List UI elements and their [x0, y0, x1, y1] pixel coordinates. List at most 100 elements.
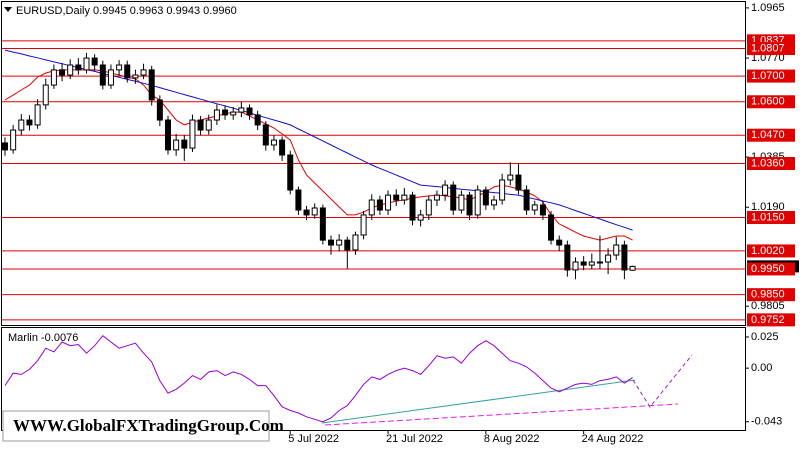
x-tick-label: 8 Aug 2022 — [484, 433, 540, 445]
candle-body — [531, 204, 538, 211]
candle-body — [230, 111, 237, 116]
level-label-box — [747, 211, 795, 225]
level-label: 1.0600 — [751, 96, 785, 108]
candle-body — [507, 174, 514, 181]
candle-body — [75, 64, 82, 71]
candle-body — [433, 194, 440, 201]
candle-body — [107, 69, 114, 86]
candle-body — [499, 179, 506, 201]
candle-body — [548, 214, 555, 241]
candle-body — [91, 57, 98, 66]
candle-body — [360, 214, 367, 236]
candle-body — [336, 239, 343, 246]
candle-body — [295, 189, 302, 211]
level-label-box — [747, 69, 795, 83]
candle-body — [124, 64, 131, 79]
candle-body — [132, 74, 139, 79]
candle-body — [238, 107, 245, 113]
candle-body — [474, 189, 481, 216]
candle-body — [222, 109, 229, 116]
candle-body — [67, 64, 74, 76]
level-label-box — [747, 95, 795, 109]
candle-body — [213, 109, 220, 121]
x-tick-label: 21 Jul 2022 — [386, 433, 443, 445]
level-label: 1.0150 — [751, 211, 785, 223]
chart-title: EURUSD,Daily 0.9945 0.9963 0.9943 0.9960 — [16, 5, 237, 17]
candle-body — [458, 194, 465, 211]
candle-body — [246, 107, 253, 116]
level-label: 0.9950 — [751, 263, 785, 275]
menu-arrow — [4, 7, 12, 12]
level-label-box — [747, 157, 795, 170]
candle-body — [254, 114, 261, 126]
candle-body — [385, 194, 392, 211]
watermark-box — [2, 410, 270, 442]
candle-body — [393, 194, 400, 201]
candle-body — [319, 207, 326, 241]
level-label-box — [747, 313, 795, 327]
candle-body — [556, 239, 563, 246]
candle-body — [279, 139, 286, 156]
level-label: 0.9752 — [751, 314, 785, 326]
y-tick-label: 1.0190 — [751, 201, 785, 213]
level-label: 1.0700 — [751, 70, 785, 82]
x-tick-label: 5 Jul 2022 — [288, 433, 339, 445]
y-tick-label: 0.025 — [751, 331, 779, 343]
projection-line — [632, 354, 693, 408]
level-label-box — [747, 42, 795, 56]
candle-body — [515, 174, 522, 191]
oscillator-panel: 0.025 0.00 -0.043 — [4, 331, 782, 428]
candle-body — [409, 194, 416, 221]
candle-body — [368, 199, 375, 216]
candle-body — [450, 184, 457, 211]
indicator-title: Marlin -0.0076 — [8, 332, 78, 344]
candle-body — [50, 69, 57, 86]
level-label: 1.0020 — [751, 245, 785, 257]
candle-body — [311, 207, 318, 216]
level-label-box — [747, 288, 795, 302]
level-label: 1.0807 — [751, 42, 785, 54]
trend-line — [321, 379, 636, 424]
y-tick-label: 0.00 — [751, 362, 772, 374]
candle-body — [491, 199, 497, 206]
candle-body — [262, 124, 269, 146]
candle-body — [482, 189, 489, 206]
candle-body — [596, 261, 603, 264]
candle-body — [287, 154, 294, 191]
candle-body — [401, 194, 408, 201]
candle-body — [181, 139, 188, 149]
candle-body — [34, 104, 41, 126]
candle-body — [205, 119, 212, 131]
candle-body — [629, 265, 636, 271]
candle-body — [580, 261, 587, 266]
price-panel: 1.09651.07701.03851.01900.98051.08371.08… — [2, 2, 799, 327]
level-label-box — [747, 244, 795, 258]
candle-body — [140, 69, 147, 76]
watermark: WWW.GlobalFXTradingGroup.Com — [13, 416, 284, 435]
candle-body — [572, 261, 579, 271]
candle-body — [344, 239, 351, 251]
y-tick-label: 1.0965 — [751, 2, 785, 14]
candle-body — [270, 139, 277, 146]
candle-body — [466, 194, 473, 216]
candle-body — [605, 254, 612, 263]
candle-body — [328, 239, 334, 246]
candle-body — [42, 84, 49, 106]
candle-body — [189, 119, 196, 149]
candle-body — [116, 64, 123, 71]
candle-body — [173, 139, 180, 151]
support-line — [324, 403, 679, 426]
candle-body — [83, 57, 90, 71]
level-label: 0.9850 — [751, 289, 785, 301]
candle-body — [18, 119, 25, 131]
candle-body — [425, 199, 432, 216]
candle-body — [588, 261, 595, 266]
candle-body — [442, 184, 449, 196]
y-tick-label: -0.043 — [751, 416, 782, 428]
level-label-box — [747, 128, 795, 142]
candle-body — [352, 234, 359, 251]
candle-body — [564, 244, 571, 271]
candle-body — [59, 69, 66, 76]
